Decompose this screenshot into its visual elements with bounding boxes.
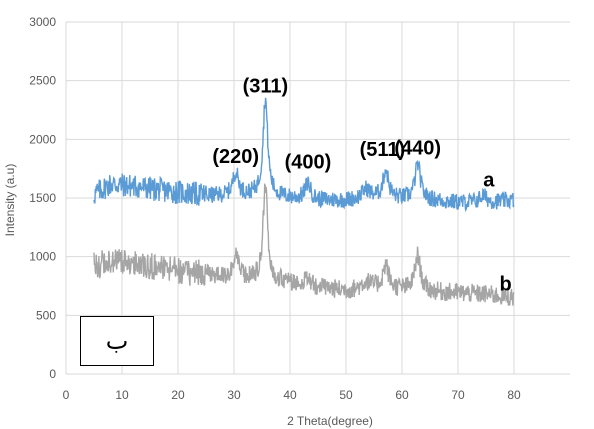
y-tick-labels: 0 500 1000 1500 2000 2500 3000: [29, 15, 56, 381]
x-tick-label: 40: [283, 388, 297, 402]
x-tick-label: 0: [63, 388, 70, 402]
x-tick-label: 10: [115, 388, 129, 402]
x-tick-label: 50: [339, 388, 353, 402]
y-tick-label: 1500: [29, 191, 56, 205]
y-axis-label: Intensity (a.u): [3, 164, 17, 237]
peak-label: (511): [360, 139, 406, 161]
series-tag-a: a: [483, 169, 495, 191]
y-tick-label: 3000: [29, 15, 56, 29]
y-tick-label: 1000: [29, 250, 56, 264]
y-tick-label: 500: [36, 308, 56, 322]
inset-label-box: ب: [80, 316, 154, 366]
x-tick-label: 80: [507, 388, 521, 402]
inset-label: ب: [105, 327, 129, 355]
x-tick-label: 30: [227, 388, 241, 402]
y-tick-label: 2500: [29, 74, 56, 88]
peak-label: (220): [212, 146, 259, 168]
peak-annotations: (220) (311) (400) (511)(440) a b: [212, 75, 511, 295]
x-axis-label: 2 Theta(degree): [287, 414, 373, 428]
y-tick-label: 2000: [29, 132, 56, 146]
series-lines: [93, 97, 515, 306]
peak-label: (440): [394, 138, 441, 160]
peak-label: (311): [243, 75, 289, 97]
series-tag-b: b: [499, 274, 511, 296]
x-tick-label: 70: [451, 388, 465, 402]
x-tick-label: 60: [395, 388, 409, 402]
y-tick-label: 0: [49, 367, 56, 381]
series-line-b: [93, 182, 515, 306]
x-tick-label: 20: [171, 388, 185, 402]
series-line-a: [93, 97, 515, 213]
x-tick-labels: 0 10 20 30 40 50 60 70 80: [63, 388, 521, 402]
peak-label: (400): [285, 152, 332, 174]
